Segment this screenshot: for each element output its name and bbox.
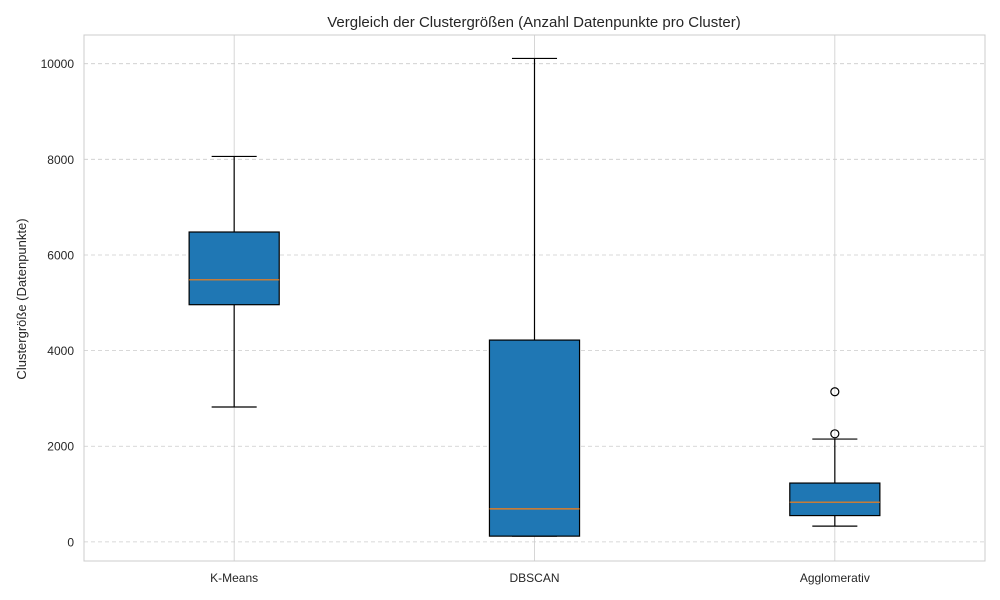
box-iqr	[789, 482, 881, 517]
x-tick-label: K-Means	[210, 571, 258, 585]
box-group	[789, 387, 881, 527]
y-tick-label: 0	[67, 535, 74, 549]
x-tick-label: Agglomerativ	[800, 571, 870, 585]
box-group	[188, 155, 280, 408]
box-iqr	[488, 339, 581, 537]
y-tick-label: 8000	[47, 153, 74, 167]
x-tick-label: DBSCAN	[509, 571, 559, 585]
y-tick-label: 6000	[47, 248, 74, 262]
y-tick-label: 10000	[41, 57, 75, 71]
box-group	[488, 57, 581, 537]
y-tick-label: 4000	[47, 344, 74, 358]
outlier-point	[830, 387, 840, 397]
plot-frame	[83, 34, 986, 562]
y-tick-label: 2000	[47, 440, 74, 454]
axis-layer: 0 2000 4000 6000 8000 10000 K-Means DBSCAN Agglo…	[41, 57, 870, 585]
box-iqr	[188, 231, 280, 306]
outlier-point	[830, 429, 840, 439]
chart-title: Vergleich der Clustergrößen (Anzahl Date…	[327, 14, 741, 31]
y-axis-label: Clustergröße (Datenpunkte)	[14, 218, 29, 379]
plot-layer	[188, 57, 881, 537]
